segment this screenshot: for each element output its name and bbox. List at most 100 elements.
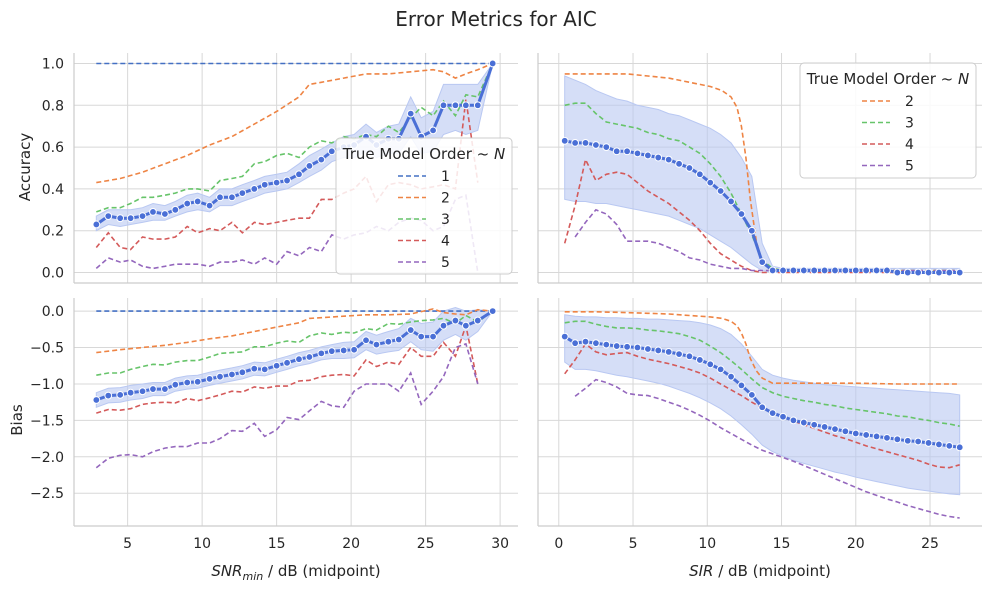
mean-point — [810, 266, 819, 275]
legend-label-3: 3 — [441, 212, 450, 228]
legend: True Model Order ~ N 2 3 4 5 — [799, 62, 977, 179]
mean-point — [372, 340, 381, 349]
mean-point — [317, 155, 326, 164]
mean-point — [216, 193, 224, 202]
series-line-3 — [564, 320, 960, 427]
x-axis-label-sir-rest: / dB (midpoint) — [713, 562, 830, 580]
confidence-band — [95, 306, 494, 409]
confidence-band — [95, 63, 494, 232]
x-tick-label: 10 — [193, 536, 211, 552]
mean-point — [488, 307, 497, 316]
panel-accuracy-sir: True Model Order ~ N 2 3 4 5 — [537, 53, 982, 284]
mean-point — [664, 348, 673, 356]
series-line-2 — [564, 73, 960, 272]
x-tick-label: 15 — [268, 536, 286, 552]
mean-point — [779, 266, 787, 275]
mean-point — [924, 268, 933, 277]
mean-point — [914, 268, 923, 277]
y-tick-label: 1.0 — [42, 56, 64, 72]
y-axis-label-bias: Bias — [8, 404, 26, 436]
x-tick-label: 25 — [417, 536, 435, 552]
y-tick-label: 0.2 — [42, 224, 64, 240]
panel-bias-snr: 0.0 −0.5 −1.0 −1.5 −2.0 −2.5 5 10 15 20 25 30 — [30, 298, 518, 552]
mean-point — [473, 316, 482, 325]
mean-point — [327, 147, 336, 156]
mean-point — [560, 332, 569, 341]
mean-point — [851, 429, 860, 438]
x-axis-label-snr-rest: / dB (midpoint) — [263, 562, 380, 580]
mean-point — [841, 266, 850, 275]
mean-point — [228, 193, 236, 202]
x-axis-label-snr-sub: min — [242, 570, 263, 583]
mean-point — [104, 212, 113, 220]
series-line-2 — [96, 308, 493, 354]
figure-title: Error Metrics for AIC — [395, 7, 596, 31]
mean-point — [789, 266, 798, 275]
mean-point — [810, 420, 819, 429]
mean-point — [643, 151, 652, 160]
mean-point — [260, 365, 269, 374]
mean-point — [429, 126, 437, 135]
mean-point — [305, 353, 314, 361]
mean-point — [581, 337, 590, 346]
mean-point — [272, 178, 281, 187]
series-line-2 — [96, 62, 494, 184]
mean-point — [851, 266, 860, 275]
legend-label-1: 1 — [441, 169, 450, 185]
mean-point — [228, 370, 236, 379]
mean-point — [149, 208, 157, 216]
mean-point — [893, 435, 902, 444]
mean-point — [623, 342, 631, 351]
mean-point — [747, 390, 756, 399]
mean-point — [831, 425, 839, 434]
mean-point — [883, 433, 891, 442]
series-line-2 — [564, 311, 960, 385]
mean-point — [260, 180, 269, 189]
mean-point — [945, 441, 954, 450]
mean-point — [560, 136, 569, 145]
legend-title: True Model Order ~ N — [806, 70, 969, 88]
mean-point — [149, 385, 157, 393]
mean-point — [654, 153, 663, 162]
y-tick-label: −2.0 — [30, 450, 64, 466]
x-tick-label: 15 — [773, 536, 791, 552]
series-line-3 — [96, 63, 494, 213]
mean-point — [216, 372, 224, 381]
y-tick-label: 0.6 — [42, 140, 64, 156]
x-tick-label: 10 — [698, 536, 716, 552]
mean-point — [893, 268, 902, 277]
mean-point — [183, 199, 192, 208]
mean-point — [695, 356, 704, 364]
mean-point — [831, 266, 839, 275]
mean-point — [695, 170, 704, 179]
mean-point — [935, 268, 943, 277]
x-tick-label: 20 — [342, 536, 360, 552]
panel-bias-sir: 0 5 10 15 20 25 — [537, 298, 982, 552]
legend-label-2: 2 — [905, 94, 914, 110]
mean-point — [238, 189, 247, 197]
x-tick-label: 0 — [554, 536, 563, 552]
mean-point — [716, 365, 725, 374]
mean-point — [799, 418, 808, 427]
mean-point — [789, 416, 798, 425]
mean-point — [305, 162, 314, 170]
mean-point — [727, 197, 735, 206]
legend-label-5: 5 — [905, 159, 914, 175]
mean-point — [488, 59, 497, 68]
mean-point — [429, 332, 437, 341]
y-tick-label: −0.5 — [30, 341, 64, 357]
y-tick-label: −2.5 — [30, 486, 64, 502]
mean-point — [779, 412, 787, 421]
x-axis-label-snr: SNRmin / dB (midpoint) — [211, 562, 380, 583]
mean-point — [685, 352, 694, 361]
mean-point — [820, 266, 829, 275]
mean-point — [327, 347, 336, 356]
mean-point — [138, 387, 147, 396]
mean-point — [675, 159, 683, 168]
mean-point — [160, 385, 169, 393]
mean-point — [872, 266, 881, 275]
mean-point — [706, 360, 715, 369]
mean-point — [716, 187, 725, 195]
mean-point — [685, 164, 694, 172]
